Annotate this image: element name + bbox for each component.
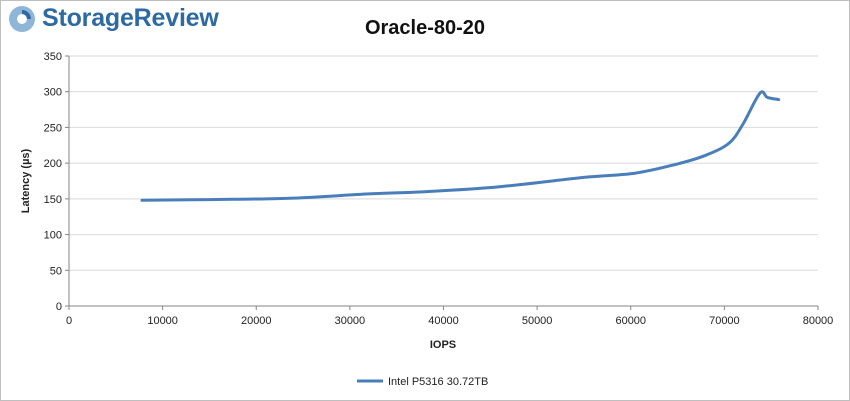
x-tick-label: 0: [66, 315, 72, 327]
x-tick-label: 60000: [615, 315, 646, 327]
series-line: [140, 90, 781, 202]
brand-name: StorageReview: [42, 4, 219, 32]
x-tick-label: 40000: [428, 315, 459, 327]
chart-title: Oracle-80-20: [365, 17, 485, 39]
legend: Intel P5316 30.72TB: [357, 376, 488, 388]
x-axis-title: IOPS: [430, 339, 456, 351]
axes: [65, 55, 819, 310]
y-tick-label: 0: [56, 301, 62, 313]
x-tick-label: 80000: [803, 315, 834, 327]
y-tick-label: 50: [50, 265, 62, 277]
y-axis-title: Latency (µs): [20, 148, 32, 213]
y-tick-label: 100: [44, 230, 62, 242]
x-tick-labels: 0 10000 20000 30000 40000 50000 60000 70000 8000…: [66, 315, 833, 327]
storagereview-logo-icon: [9, 5, 35, 32]
x-tick-label: 30000: [335, 315, 366, 327]
y-tick-label: 250: [44, 122, 62, 134]
legend-label: Intel P5316 30.72TB: [388, 376, 488, 388]
x-tick-label: 50000: [522, 315, 553, 327]
y-tick-labels: 0 50 100 150 200 250 300 350: [44, 51, 62, 313]
x-tick-label: 10000: [147, 315, 178, 327]
y-tick-label: 200: [44, 158, 62, 170]
x-tick-label: 20000: [241, 315, 272, 327]
gridlines: [69, 55, 818, 271]
y-tick-label: 350: [44, 51, 62, 63]
series-layer: [140, 90, 781, 202]
y-tick-label: 150: [44, 194, 62, 206]
brand-logo: StorageReview: [8, 4, 219, 33]
y-tick-label: 300: [44, 87, 62, 99]
x-tick-label: 70000: [709, 315, 740, 327]
